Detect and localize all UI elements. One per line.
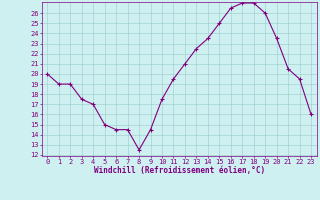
X-axis label: Windchill (Refroidissement éolien,°C): Windchill (Refroidissement éolien,°C): [94, 166, 265, 175]
